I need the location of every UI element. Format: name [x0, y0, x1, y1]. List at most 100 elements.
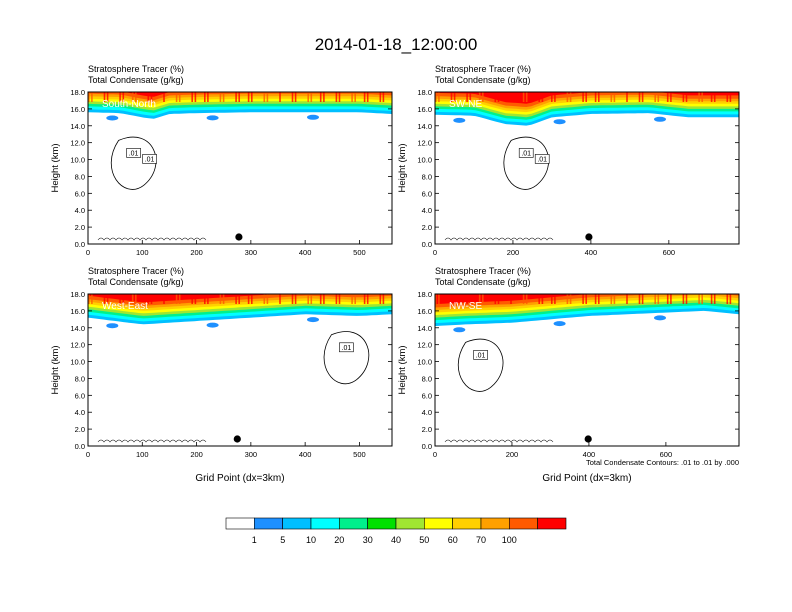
contour-label-box: [142, 154, 157, 164]
tracer-streak: [494, 92, 497, 102]
x-tick-label: 300: [245, 450, 258, 459]
colorbar-swatch: [282, 517, 312, 530]
y-tick-label: 10.0: [417, 156, 432, 165]
tracer-streak: [682, 294, 685, 304]
tracer-streak: [379, 92, 382, 102]
y-tick-label: 16.0: [70, 105, 85, 114]
y-tick-label: 4.0: [422, 206, 432, 215]
tracer-streak: [598, 294, 600, 304]
tracer-streak: [641, 92, 644, 102]
y-tick-label: 12.0: [70, 139, 85, 148]
tracer-streak: [670, 294, 672, 304]
tracer-streak: [222, 294, 225, 304]
colorbar-swatch: [395, 517, 425, 530]
x-tick-label: 400: [583, 450, 596, 459]
tracer-streak: [698, 294, 700, 304]
colorbar-swatch: [367, 517, 397, 530]
tracer-streak: [178, 92, 181, 102]
tracer-streak: [294, 92, 297, 102]
tracer-streak: [163, 92, 165, 102]
tracer-patch: [453, 327, 466, 333]
colorbar-label: 70: [476, 535, 486, 545]
tracer-streak: [438, 92, 440, 102]
panel-sw-ne: .01 .01 SW-NE Stratosphere Tracer (%)Total …: [397, 64, 740, 257]
tracer-streak: [175, 294, 178, 304]
contour-label: .01: [145, 156, 155, 163]
tracer-streak: [525, 92, 528, 102]
tracer-streak: [354, 92, 356, 102]
tracer-streak: [247, 92, 250, 102]
tracer-patch: [654, 116, 666, 122]
tracer-streak: [510, 294, 512, 304]
tracer-streak: [119, 92, 121, 102]
x-tick-label: 0: [86, 450, 90, 459]
tracer-streak: [685, 92, 688, 102]
tracer-streak: [338, 92, 341, 102]
tracer-streak: [307, 92, 309, 102]
tracer-streak: [363, 294, 366, 304]
colorbar-swatch: [537, 517, 567, 530]
section-label: SW-NE: [449, 99, 482, 110]
colorbar-label: 100: [502, 535, 517, 545]
panel-south-north: .01 .01 South-North Stratosphere Tracer (%)…: [50, 64, 393, 257]
tracer-streak: [522, 294, 525, 304]
tracer-streak: [438, 294, 440, 304]
plot-frame: [434, 91, 740, 245]
location-marker: [584, 435, 592, 443]
tracer-patch: [206, 115, 219, 121]
tracer-streak: [119, 294, 121, 304]
tracer-streak: [554, 92, 556, 102]
y-tick-label: 6.0: [422, 189, 432, 198]
tracer-streak: [88, 92, 90, 102]
x-tick-label: 500: [353, 450, 366, 459]
tracer-streak: [194, 92, 197, 102]
y-tick-label: 0.0: [75, 442, 85, 451]
y-tick-label: 0.0: [75, 240, 85, 249]
x-tick-label: 400: [299, 248, 312, 257]
tracer-streak: [131, 92, 134, 102]
tracer-streak: [106, 294, 109, 304]
panel-title-line2: Total Condensate (g/kg): [88, 75, 184, 85]
tracer-streak: [685, 294, 688, 304]
tracer-streak: [310, 92, 313, 102]
y-tick-label: 8.0: [422, 172, 432, 181]
tracer-streak: [666, 92, 669, 102]
y-axis-label: Height (km): [50, 143, 61, 192]
tracer-streak: [469, 92, 472, 102]
tracer-streak: [207, 294, 209, 304]
tracer-streak: [497, 294, 500, 304]
tracer-streak: [379, 294, 382, 304]
tracer-patch: [106, 115, 119, 121]
tracer-streak: [654, 92, 656, 102]
tracer-streak: [582, 92, 584, 102]
panel-title-line2: Total Condensate (g/kg): [88, 277, 184, 287]
tracer-streak: [222, 92, 225, 102]
y-tick-label: 10.0: [70, 358, 85, 367]
tracer-streak: [551, 294, 553, 304]
colorbar-label: 50: [419, 535, 429, 545]
tracer-streak: [191, 294, 193, 304]
tracer-streak: [351, 294, 353, 304]
condensate-contour: [503, 136, 549, 190]
colorbar-label: 40: [391, 535, 401, 545]
x-tick-label: 0: [433, 450, 437, 459]
tracer-streak: [613, 294, 616, 304]
tracer-streak: [175, 92, 178, 102]
panel-title-line1: Stratosphere Tracer (%): [88, 266, 184, 276]
tracer-streak: [135, 294, 137, 304]
y-tick-label: 8.0: [75, 374, 85, 383]
tracer-streak: [307, 294, 309, 304]
tracer-streak: [670, 92, 672, 102]
panel-west-east: .01 West-East Stratosphere Tracer (%)Total…: [50, 266, 393, 484]
x-tick-label: 600: [660, 450, 673, 459]
tracer-streak: [238, 92, 240, 102]
tracer-streak: [466, 294, 468, 304]
tracer-streak: [494, 294, 497, 304]
y-tick-label: 8.0: [422, 374, 432, 383]
colorbar-swatch: [254, 517, 283, 530]
tracer-streak: [497, 92, 500, 102]
colorbar-label: 30: [363, 535, 373, 545]
condensate-contour: [323, 331, 370, 385]
tracer-patch: [553, 119, 566, 125]
tracer-streak: [657, 294, 660, 304]
